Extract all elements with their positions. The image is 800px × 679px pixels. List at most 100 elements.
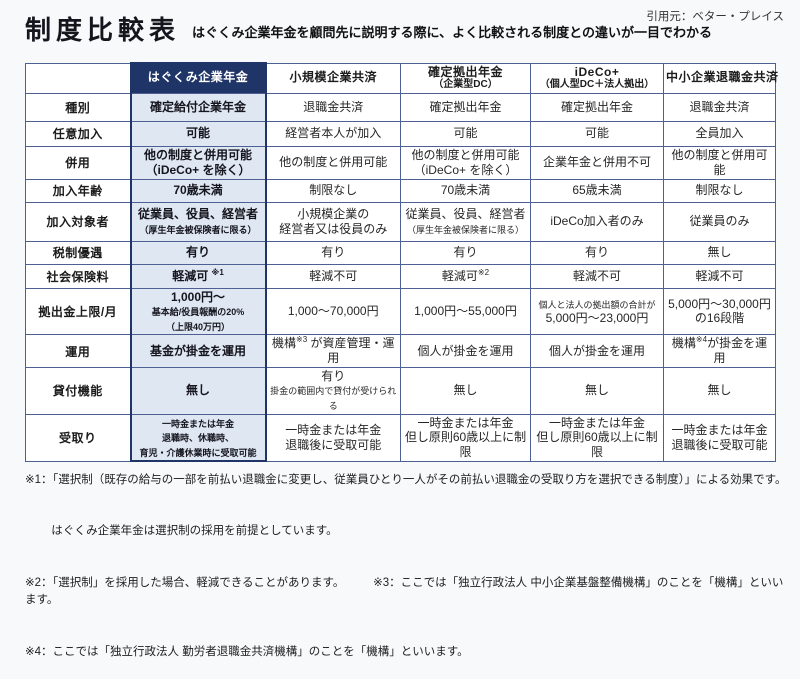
cell-r2-c5: 全員加入 xyxy=(663,120,776,147)
row-label: 加入対象者 xyxy=(25,201,131,242)
cell-r3-c4: 企業年金と併用不可 xyxy=(530,145,664,180)
cell-r1-c4: 確定拠出年金 xyxy=(530,92,664,122)
column-header-4: iDeCo+ （個人型DC＋法人拠出） xyxy=(530,62,664,94)
cell-r2-c2: 経営者本人が加入 xyxy=(265,120,401,147)
cell-r5-c3: 従業員、役員、経営者 （厚生年金被保険者に限る） xyxy=(400,201,531,242)
cell-r10-c5: 無し xyxy=(663,366,776,415)
table-row: 任意加入 可能 経営者本人が加入 可能 可能 全員加入 xyxy=(25,120,776,147)
cell-r3-c3: 他の制度と併用可能 （iDeCo+ を除く） xyxy=(400,145,531,180)
footnote-line: ※2：「選択制」を採用した場合、軽減できることがあります。 ※3：ここでは「独立… xyxy=(25,577,784,607)
cell-r11-c3: 一時金または年金 但し原則60歳以上に制限 xyxy=(400,413,531,462)
column-subtitle: （企業型DC） xyxy=(433,79,498,91)
cell-r3-c2: 他の制度と併用可能 xyxy=(265,145,401,180)
header-row: はぐくみ企業年金 小規模企業共済 確定拠出年金 （企業型DC） iDeCo+ （個人型DC… xyxy=(25,62,779,94)
cell-r11-c4: 一時金または年金 但し原則60歳以上に制限 xyxy=(530,413,664,462)
column-header-5: 中小企業退職金共済 xyxy=(663,62,779,94)
cell-r9-c3: 個人が掛金を運用 xyxy=(400,334,531,368)
cell-r9-c4: 個人が掛金を運用 xyxy=(530,334,664,368)
cell-r8-c3: 1,000円～55,000円 xyxy=(400,287,531,336)
row-label: 税制優遇 xyxy=(25,240,131,265)
cell-r9-c5: 機構※4が掛金を運用 xyxy=(663,334,776,368)
table-row: 種別 確定給付企業年金 退職金共済 確定拠出年金 確定拠出年金 退職金共済 xyxy=(25,92,776,122)
cell-r6-c1: 有り xyxy=(129,240,267,265)
cell-r11-c5: 一時金または年金 退職後に受取可能 xyxy=(663,413,776,462)
table-row: 併用 他の制度と併用可能 （iDeCo+ を除く） 他の制度と併用可能 他の制度と併用可… xyxy=(25,145,776,180)
cell-r7-c3: 軽減可※2 xyxy=(400,263,531,289)
cell-r5-c2: 小規模企業の 経営者又は役員のみ xyxy=(265,201,401,242)
cell-r4-c4: 65歳未満 xyxy=(530,178,664,203)
column-subtitle: （個人型DC＋法人拠出） xyxy=(539,79,655,91)
column-title: 確定拠出年金 xyxy=(427,64,503,79)
row-label: 貸付機能 xyxy=(25,366,131,415)
row-label: 任意加入 xyxy=(25,120,131,147)
cell-r1-c3: 確定拠出年金 xyxy=(400,92,531,122)
cell-r8-c2: 1,000～70,000円 xyxy=(265,287,401,336)
comparison-table: はぐくみ企業年金 小規模企業共済 確定拠出年金 （企業型DC） iDeCo+ （個人型DC… xyxy=(25,62,779,463)
cell-r4-c2: 制限なし xyxy=(265,178,401,203)
table-row: 税制優遇 有り 有り 有り 有り 無し xyxy=(25,240,776,265)
cell-r9-c2: 機構※3 が資産管理・運用 xyxy=(265,334,401,368)
cell-r7-c1: 軽減可 ※1 xyxy=(129,263,267,289)
column-title: iDeCo+ xyxy=(574,64,620,79)
cell-r11-c2: 一時金または年金 退職後に受取可能 xyxy=(265,413,401,462)
cell-r10-c2: 有り 掛金の範囲内で貸付が受けられる xyxy=(265,366,401,415)
cell-r3-c1: 他の制度と併用可能 （iDeCo+ を除く） xyxy=(129,145,267,180)
cell-r4-c1: 70歳未満 xyxy=(129,178,267,203)
cell-r9-c1: 基金が掛金を運用 xyxy=(129,334,267,368)
column-header-3: 確定拠出年金 （企業型DC） xyxy=(400,62,531,94)
footnotes: ※1：「選択制（既存の給与の一部を前払い退職金に変更し、従業員ひとり一人がその前… xyxy=(25,437,787,679)
column-title: 小規模企業共済 xyxy=(289,70,377,85)
column-header-1: はぐくみ企業年金 xyxy=(129,62,267,94)
corner-cell xyxy=(25,62,131,94)
cell-r1-c2: 退職金共済 xyxy=(265,92,401,122)
column-title: はぐくみ企業年金 xyxy=(147,70,249,85)
cell-r1-c5: 退職金共済 xyxy=(663,92,776,122)
row-label: 加入年齢 xyxy=(25,178,131,203)
cell-r8-c1: 1,000円～ 基本給/役員報酬の20% （上限40万円） xyxy=(129,287,267,336)
cell-r6-c3: 有り xyxy=(400,240,531,265)
cell-r4-c3: 70歳未満 xyxy=(400,178,531,203)
cell-r1-c1: 確定給付企業年金 xyxy=(129,92,267,122)
cell-r6-c4: 有り xyxy=(530,240,664,265)
cell-r10-c1: 無し xyxy=(129,366,267,415)
page-subtitle: はぐくみ企業年金を顧問先に説明する際に、よく比較される制度との違いが一目でわかる xyxy=(192,24,713,40)
cell-r7-c4: 軽減不可 xyxy=(530,263,664,289)
cell-r5-c5: 従業員のみ xyxy=(663,201,776,242)
cell-r8-c5: 5,000円～30,000円 の16段階 xyxy=(663,287,776,336)
cell-r7-c2: 軽減不可 xyxy=(265,263,401,289)
cell-r5-c4: iDeCo加入者のみ xyxy=(530,201,664,242)
column-header-2: 小規模企業共済 xyxy=(265,62,401,94)
table-body: 種別 確定給付企業年金 退職金共済 確定拠出年金 確定拠出年金 退職金共済 任意加入 可能 経営… xyxy=(25,92,776,463)
cell-r11-c1: 一時金または年金 退職時、休職時、 育児・介護休業時に受取可能 xyxy=(129,413,267,463)
row-label: 種別 xyxy=(25,92,131,122)
cell-r6-c5: 無し xyxy=(663,240,776,265)
cell-r10-c3: 無し xyxy=(400,366,531,415)
cell-r5-c1: 従業員、役員、経営者 （厚生年金被保険者に限る） xyxy=(129,201,267,242)
cell-r6-c2: 有り xyxy=(265,240,401,265)
cell-r2-c4: 可能 xyxy=(530,120,664,147)
table-row: 貸付機能 無し 有り 掛金の範囲内で貸付が受けられる 無し 無し 無し xyxy=(25,366,776,415)
table-row: 運用 基金が掛金を運用 機構※3 が資産管理・運用 個人が掛金を運用 個人が掛金を運用機… xyxy=(25,334,776,368)
row-label: 運用 xyxy=(25,334,131,368)
cell-r3-c5: 他の制度と併用可能 xyxy=(663,145,776,180)
cell-r10-c4: 無し xyxy=(530,366,664,415)
cell-r7-c5: 軽減不可 xyxy=(663,263,776,289)
cell-r8-c4: 個人と法人の拠出額の合計が 5,000円～23,000円 xyxy=(530,287,664,336)
footnote-line: ※1：「選択制（既存の給与の一部を前払い退職金に変更し、従業員ひとり一人がその前… xyxy=(25,473,787,486)
table-row: 加入対象者 従業員、役員、経営者 （厚生年金被保険者に限る） 小規模企業の 経営者又は役… xyxy=(25,201,776,242)
column-title: 中小企業退職金共済 xyxy=(666,70,779,85)
table-row: 受取り 一時金または年金 退職時、休職時、 育児・介護休業時に受取可能 一時金または年金… xyxy=(25,413,776,463)
cell-r2-c3: 可能 xyxy=(400,120,531,147)
table-row: 加入年齢 70歳未満 制限なし 70歳未満 65歳未満 制限なし xyxy=(25,178,776,203)
cell-r2-c1: 可能 xyxy=(129,120,267,147)
footnote-line: ※4：ここでは「独立行政法人 勤労者退職金共済機構」のことを「機構」といいます。 xyxy=(25,646,469,658)
source-attribution: 引用元：ベター・プレイス xyxy=(646,11,784,23)
page-title: 制度比較表 xyxy=(25,15,181,45)
row-label: 社会保険料 xyxy=(25,263,131,289)
cell-r4-c5: 制限なし xyxy=(663,178,776,203)
table-row: 社会保険料 軽減可 ※1 軽減不可 軽減可※2 軽減不可 軽減不可 xyxy=(25,263,776,289)
table-row: 拠出金上限/月 1,000円～ 基本給/役員報酬の20% （上限40万円） 1,000～… xyxy=(25,287,776,336)
row-label: 拠出金上限/月 xyxy=(25,287,131,336)
page-header: 制度比較表 はぐくみ企業年金を顧問先に説明する際に、よく比較される制度との違いが… xyxy=(25,16,712,45)
row-label: 併用 xyxy=(25,145,131,180)
